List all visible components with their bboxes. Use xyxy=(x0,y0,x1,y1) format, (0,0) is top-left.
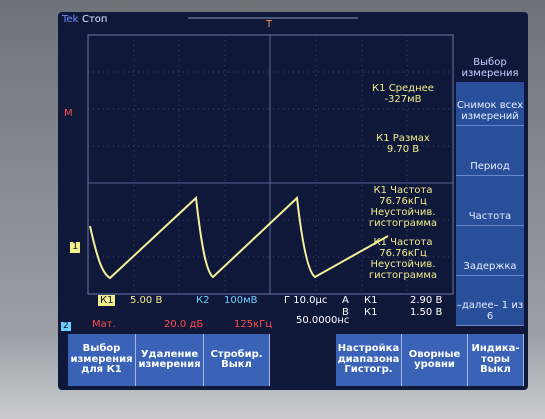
ch2-marker: 2 xyxy=(61,321,71,332)
trig-a-level: 2.90 В xyxy=(410,295,443,306)
measurement-value: 9.70 В xyxy=(386,144,420,155)
measurement-value: 76.76кГц xyxy=(379,196,427,207)
measurement-name: К1 Размах xyxy=(376,133,430,144)
acq-state: Стоп xyxy=(82,14,108,25)
side-menu-button[interactable]: –далее– 1 из 6 xyxy=(456,276,524,326)
bottom-menu-button[interactable]: Удаление измерения xyxy=(136,334,204,386)
side-menu-title: Выбор измерения xyxy=(456,42,524,82)
side-menu-button[interactable]: Задержка xyxy=(456,226,524,276)
bottom-menu-button[interactable]: Стробир. Выкл xyxy=(204,334,270,386)
position: 50.0000нс xyxy=(296,315,350,326)
measurement-name: К1 Среднее xyxy=(372,83,434,94)
scope-screen: Tek Стоп T M 1 2 К1 Среднее -327мВ К1 Разм… xyxy=(58,12,528,390)
trig-b-src: К1 xyxy=(364,307,378,318)
measurement-note: Неустойчив. гистограмма xyxy=(368,259,438,281)
bottom-menu-button[interactable]: Индика- торы Выкл xyxy=(468,334,524,386)
side-menu-button[interactable]: Снимок всех измерений xyxy=(456,82,524,126)
ch1-marker: 1 xyxy=(70,241,81,253)
math-scale: 20.0 дБ xyxy=(164,319,204,330)
bottom-menu-button[interactable]: Оворные уровни xyxy=(402,334,468,386)
math-freq: 125кГц xyxy=(234,319,273,330)
ch2-label: К2 xyxy=(196,295,210,306)
side-menu-button[interactable]: Частота xyxy=(456,176,524,226)
measurement-value: -327мВ xyxy=(384,94,422,105)
trig-a-src: К1 xyxy=(364,295,378,306)
trig-a: А xyxy=(342,295,349,306)
ch1-label: К1 xyxy=(98,295,116,306)
trig-b-level: 1.50 В xyxy=(410,307,443,318)
timebase: Г 10.0μс xyxy=(284,295,328,306)
brand: Tek xyxy=(62,14,79,25)
measurement-name: К1 Частота xyxy=(373,185,433,196)
math-label: Мат. xyxy=(92,319,116,330)
bottom-menu-button[interactable]: Выбор измерения для К1 xyxy=(68,334,136,386)
bottom-menu-button[interactable]: Настройка диапазона Гистогр. xyxy=(336,334,402,386)
ch2-scale: 100мВ xyxy=(224,295,258,306)
trigger-marker: T xyxy=(266,19,273,30)
side-menu-button[interactable]: Период xyxy=(456,126,524,176)
measurement-note: Неустойчив. гистограмма xyxy=(368,207,438,229)
measurement-name: К1 Частота xyxy=(373,237,433,248)
trig-b: В xyxy=(342,307,349,318)
measurement-value: 76.76кГц xyxy=(379,248,427,259)
math-marker: M xyxy=(64,108,73,119)
graticule xyxy=(87,17,454,295)
ch1-scale: 5.00 В xyxy=(130,295,163,306)
